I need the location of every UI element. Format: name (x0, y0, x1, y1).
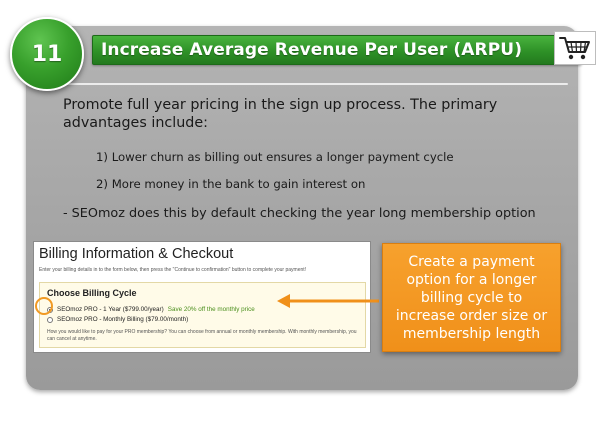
monthly-label: SEOmoz PRO - Monthly Billing ($79.00/mon… (57, 316, 189, 323)
billing-cycle-box: Choose Billing Cycle SEOmoz PRO - 1 Year… (39, 282, 366, 348)
cycle-help: How you would like to pay for your PRO m… (47, 329, 357, 342)
note-text: - SEOmoz does this by default checking t… (63, 206, 536, 221)
shopping-cart-icon (554, 31, 596, 65)
billing-title: Billing Information & Checkout (39, 246, 234, 262)
point-2: 2) More money in the bank to gain intere… (96, 177, 366, 191)
billing-subtitle: Enter your billing details in to the for… (39, 267, 307, 273)
cycle-title: Choose Billing Cycle (47, 288, 137, 298)
option-monthly[interactable]: SEOmoz PRO - Monthly Billing ($79.00/mon… (47, 316, 188, 323)
title-divider (28, 83, 568, 85)
yearly-label: SEOmoz PRO - 1 Year ($799.00/year) (57, 306, 164, 313)
arrow-icon (277, 294, 379, 308)
title-bar: Increase Average Revenue Per User (ARPU) (92, 35, 582, 65)
slide-title: Increase Average Revenue Per User (ARPU) (101, 40, 523, 60)
slide-number-badge: 11 (10, 17, 84, 91)
yearly-savings: Save 20% off the monthly price (167, 306, 255, 313)
point-1: 1) Lower churn as billing out ensures a … (96, 150, 454, 164)
intro-text: Promote full year pricing in the sign up… (63, 97, 498, 131)
callout-text: Create a payment option for a longer bil… (395, 253, 548, 342)
option-yearly[interactable]: SEOmoz PRO - 1 Year ($799.00/year) Save … (47, 306, 255, 313)
callout-box: Create a payment option for a longer bil… (382, 243, 561, 352)
billing-screenshot: Billing Information & Checkout Enter you… (33, 241, 371, 353)
monthly-radio[interactable] (47, 316, 53, 323)
highlight-circle (35, 297, 53, 315)
slide-number: 11 (31, 41, 63, 67)
